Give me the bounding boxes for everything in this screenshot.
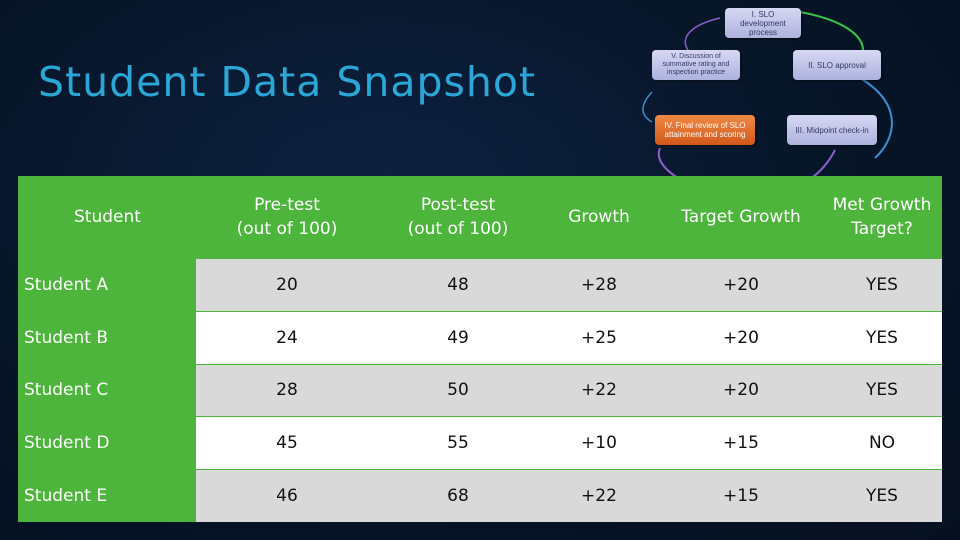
cycle-step-1-label: I. SLO development process <box>740 9 786 37</box>
header-text: Met Growth <box>832 195 932 215</box>
page-title: Student Data Snapshot <box>38 58 537 106</box>
header-text: Growth <box>568 207 630 227</box>
pre-test-score: 24 <box>196 310 378 365</box>
header-text: Target Growth <box>681 207 801 227</box>
cycle-step-1: I. SLO development process <box>725 8 801 38</box>
header-met-growth-target: Met Growth Target? <box>822 176 942 259</box>
student-data-table: Student Pre-test (out of 100) Post-test (o… <box>18 176 942 523</box>
post-test-score: 50 <box>378 363 538 417</box>
cycle-arrow-top <box>684 17 721 51</box>
target-growth-value: +20 <box>660 258 822 312</box>
table-row: Student D 45 55 +10 +15 NO <box>18 416 942 470</box>
cycle-step-5-label: V. Discussion of summative rating and in… <box>662 53 730 76</box>
growth-value: +22 <box>538 363 660 417</box>
post-test-score: 48 <box>378 258 538 312</box>
cycle-step-2-label: II. SLO approval <box>808 60 866 70</box>
header-text: (out of 100) <box>236 219 338 239</box>
met-target-value: YES <box>822 258 942 312</box>
student-name: Student D <box>18 416 196 470</box>
cycle-arrow-left <box>642 91 653 123</box>
student-name: Student E <box>18 469 196 523</box>
cycle-step-2: II. SLO approval <box>793 50 881 80</box>
header-post-test: Post-test (out of 100) <box>378 176 538 259</box>
header-student: Student <box>18 176 196 259</box>
student-name: Student B <box>18 310 196 365</box>
table-header-row: Student Pre-test (out of 100) Post-test (o… <box>18 176 942 259</box>
target-growth-value: +20 <box>660 363 822 417</box>
table-row: Student B 24 49 +25 +20 YES <box>18 310 942 365</box>
student-name: Student C <box>18 363 196 417</box>
table-row: Student E 46 68 +22 +15 YES <box>18 469 942 523</box>
growth-value: +28 <box>538 258 660 312</box>
cycle-step-4: IV. Final review of SLO attainment and s… <box>655 115 755 145</box>
target-growth-value: +15 <box>660 416 822 470</box>
pre-test-score: 45 <box>196 416 378 470</box>
table-row: Student A 20 48 +28 +20 YES <box>18 258 942 312</box>
pre-test-score: 28 <box>196 363 378 417</box>
growth-value: +22 <box>538 469 660 523</box>
target-growth-value: +15 <box>660 469 822 523</box>
post-test-score: 55 <box>378 416 538 470</box>
growth-value: +25 <box>538 310 660 365</box>
header-text: (out of 100) <box>407 219 509 239</box>
header-target-growth: Target Growth <box>660 176 822 259</box>
post-test-score: 49 <box>378 310 538 365</box>
cycle-step-3-label: III. Midpoint check-in <box>795 125 869 135</box>
met-target-value: YES <box>822 469 942 523</box>
target-growth-value: +20 <box>660 310 822 365</box>
met-target-value: NO <box>822 416 942 470</box>
met-target-value: YES <box>822 310 942 365</box>
post-test-score: 68 <box>378 469 538 523</box>
cycle-step-4-label: IV. Final review of SLO attainment and s… <box>664 121 746 139</box>
cycle-step-3: III. Midpoint check-in <box>787 115 877 145</box>
header-text: Student <box>74 207 141 227</box>
cycle-step-5: V. Discussion of summative rating and in… <box>652 50 740 80</box>
header-growth: Growth <box>538 176 660 259</box>
met-target-value: YES <box>822 363 942 417</box>
header-text: Post-test <box>420 195 496 215</box>
pre-test-score: 46 <box>196 469 378 523</box>
pre-test-score: 20 <box>196 258 378 312</box>
header-text: Pre-test <box>254 195 320 215</box>
student-name: Student A <box>18 258 196 312</box>
growth-value: +10 <box>538 416 660 470</box>
header-text: Target? <box>851 219 913 239</box>
table-row: Student C 28 50 +22 +20 YES <box>18 363 942 417</box>
header-pre-test: Pre-test (out of 100) <box>196 176 378 259</box>
